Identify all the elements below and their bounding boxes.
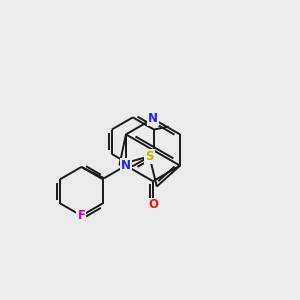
Text: S: S bbox=[145, 150, 154, 163]
Text: N: N bbox=[148, 112, 158, 125]
Text: O: O bbox=[148, 199, 158, 212]
Text: F: F bbox=[77, 209, 86, 222]
Text: N: N bbox=[121, 159, 131, 172]
